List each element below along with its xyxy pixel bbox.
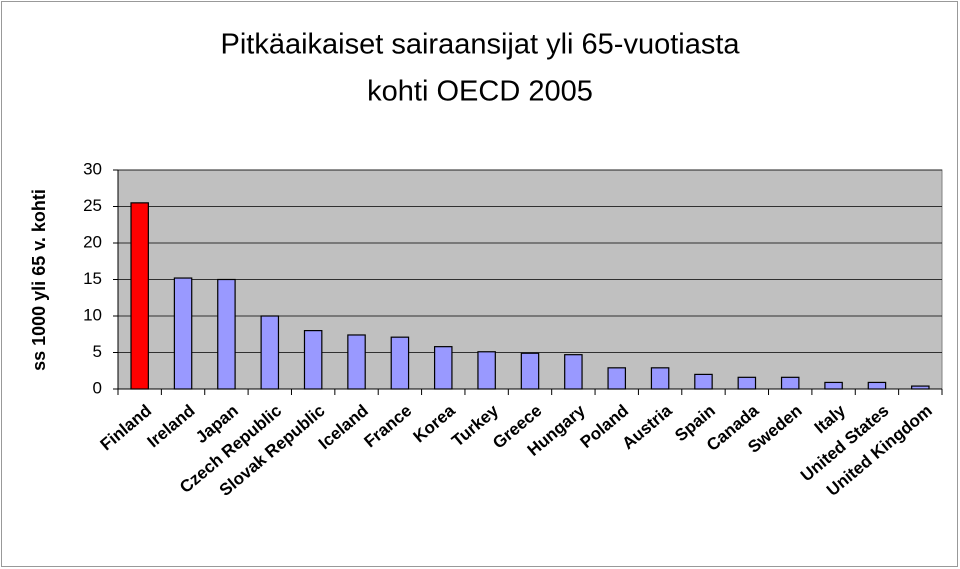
bar: [477, 351, 496, 390]
y-tick-label: 0: [93, 378, 102, 397]
bar: [650, 367, 670, 390]
y-axis-label: ss 1000 yli 65 v. kohti: [29, 189, 49, 371]
bar: [780, 376, 800, 390]
bar: [694, 373, 713, 390]
bar: [607, 367, 627, 390]
bar: [520, 352, 540, 390]
chart-title: Pitkäaikaiset sairaansijat yli 65-vuotia…: [220, 29, 740, 61]
bar: [433, 346, 453, 390]
chart-title: kohti OECD 2005: [367, 76, 593, 108]
bar: [260, 315, 280, 390]
bar: [867, 381, 887, 390]
y-tick-label: 30: [83, 159, 102, 178]
bar: [217, 278, 236, 390]
y-tick-label: 25: [83, 196, 102, 215]
bar: [130, 202, 149, 390]
y-tick-label: 20: [83, 232, 102, 251]
bar: [173, 277, 193, 390]
y-tick-label: 15: [83, 269, 102, 288]
bar: [390, 336, 410, 390]
bar: [564, 354, 583, 390]
bar: [347, 334, 366, 390]
bar: [911, 385, 930, 390]
bar: [303, 330, 323, 390]
y-tick-label: 10: [83, 305, 102, 324]
bar: [824, 381, 843, 390]
y-tick-label: 5: [93, 342, 102, 361]
bar: [737, 376, 757, 390]
